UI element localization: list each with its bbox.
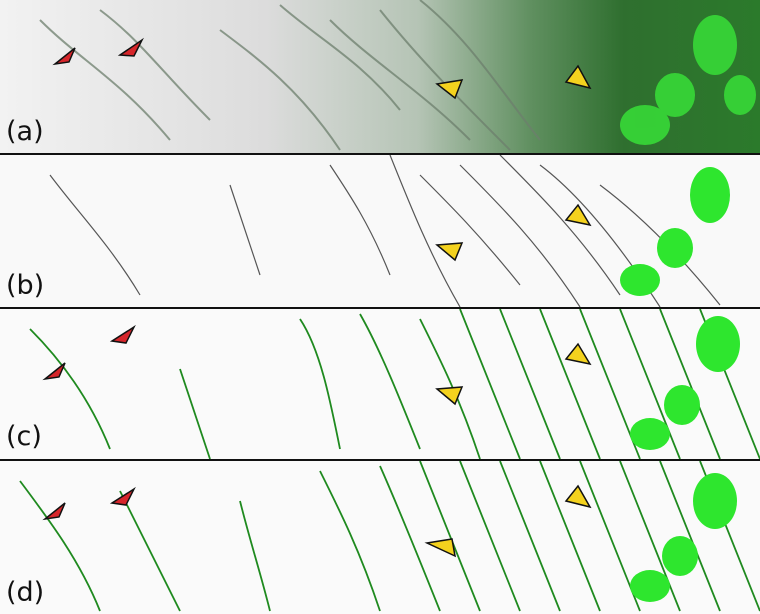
yellow-arrowhead-marker (564, 484, 592, 509)
yellow-arrowhead-marker (435, 386, 464, 406)
panel-b-image (0, 155, 760, 307)
panel-d-label: (d) (6, 577, 45, 608)
panel-a-image (0, 0, 760, 153)
red-arrowhead-marker (109, 486, 136, 506)
panel-c-markers (42, 324, 592, 406)
yellow-arrowhead-marker (564, 203, 592, 227)
panel-b: (b) (0, 155, 760, 307)
panel-d-markers (42, 484, 592, 558)
panel-a-markers (52, 37, 592, 100)
red-arrowhead-marker (109, 324, 136, 344)
panel-a: (a) (0, 0, 760, 153)
panel-divider (0, 459, 760, 461)
panel-a-label: (a) (6, 116, 44, 147)
red-arrowhead-marker (42, 502, 66, 521)
panel-divider (0, 307, 760, 309)
yellow-arrowhead-marker (435, 242, 464, 262)
yellow-arrowhead-marker (424, 538, 456, 558)
yellow-arrowhead-marker (564, 64, 592, 90)
panel-divider (0, 153, 760, 155)
red-arrowhead-marker (42, 362, 66, 381)
yellow-arrowhead-marker (435, 79, 464, 100)
panel-c-label: (c) (6, 421, 42, 452)
panel-d-image (0, 461, 760, 614)
yellow-arrowhead-marker (564, 342, 592, 366)
panel-b-label: (b) (6, 270, 45, 301)
panel-b-markers (435, 203, 592, 262)
panel-c: (c) (0, 309, 760, 459)
red-arrowhead-marker (117, 37, 144, 57)
red-arrowhead-marker (52, 47, 76, 66)
panel-d: (d) (0, 461, 760, 614)
